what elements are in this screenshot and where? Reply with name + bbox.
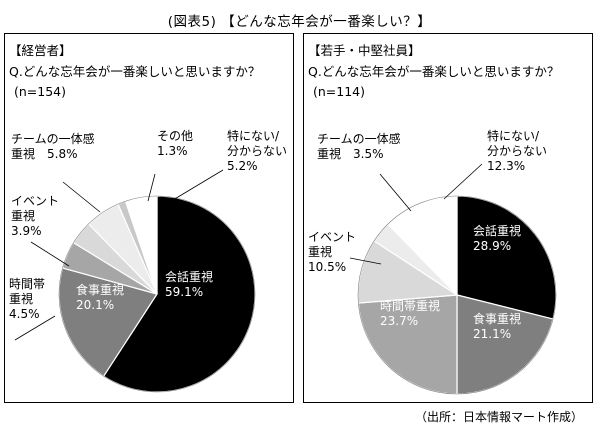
- question-text: Q.どんな忘年会が一番楽しいと思いますか？: [308, 64, 560, 79]
- leader-line-4: [379, 173, 412, 212]
- pie-outline: [58, 195, 256, 393]
- slice-label-conversation: 会話重視 28.9%: [473, 224, 522, 253]
- slice-label-event: イベント 重視 3.9%: [11, 194, 60, 238]
- pie-chart-executives: [14, 169, 256, 393]
- group-label: 【若手・中堅社員】: [308, 43, 421, 58]
- sample-size: (n=114): [313, 84, 366, 99]
- slice-label-none: 特にない/分からない 12.3%: [487, 129, 548, 173]
- slice-label-food: 食事重視 20.1%: [76, 283, 125, 312]
- chart-panel-executives: 【経営者】 Q.どんな忘年会が一番楽しいと思いますか？ (n=154) 会話重視…: [4, 33, 294, 403]
- slice-label-team: チームの一体感 重視 5.8%: [11, 132, 95, 161]
- sample-size: (n=154): [14, 84, 67, 99]
- chart-panel-employees: 【若手・中堅社員】 Q.どんな忘年会が一番楽しいと思いますか？ (n=114) …: [303, 33, 593, 403]
- slice-label-time: 時間帯 重視 4.5%: [9, 277, 46, 321]
- slice-label-other: その他 1.3%: [157, 129, 194, 158]
- slice-label-conversation: 会話重視 59.1%: [165, 270, 214, 299]
- leader-line-6: [172, 169, 224, 201]
- leader-line-3: [30, 241, 70, 267]
- question-text: Q.どんな忘年会が一番楽しいと思いますか？: [9, 64, 261, 79]
- leader-line-4: [62, 181, 101, 213]
- slice-label-none: 特にない/分からない 5.2%: [227, 129, 288, 173]
- leader-line-3: [349, 257, 382, 265]
- slice-label-food: 食事重視 21.1%: [473, 312, 522, 341]
- slice-label-team: チームの一体感 重視 3.5%: [317, 132, 401, 161]
- pie-chart-employees: [349, 163, 557, 395]
- figure-title: (図表5) 【どんな忘年会が一番楽しい？】: [167, 14, 432, 30]
- slice-label-event: イベント 重視 10.5%: [308, 230, 357, 274]
- leader-line-5: [147, 173, 156, 202]
- leader-line-2: [14, 315, 56, 341]
- pie-outline: [357, 195, 557, 395]
- source-note: （出所：日本情報マート作成）: [414, 410, 583, 424]
- slice-label-time: 時間帯重視 23.7%: [380, 299, 441, 328]
- leader-line-5: [443, 163, 483, 200]
- group-label: 【経営者】: [9, 43, 72, 58]
